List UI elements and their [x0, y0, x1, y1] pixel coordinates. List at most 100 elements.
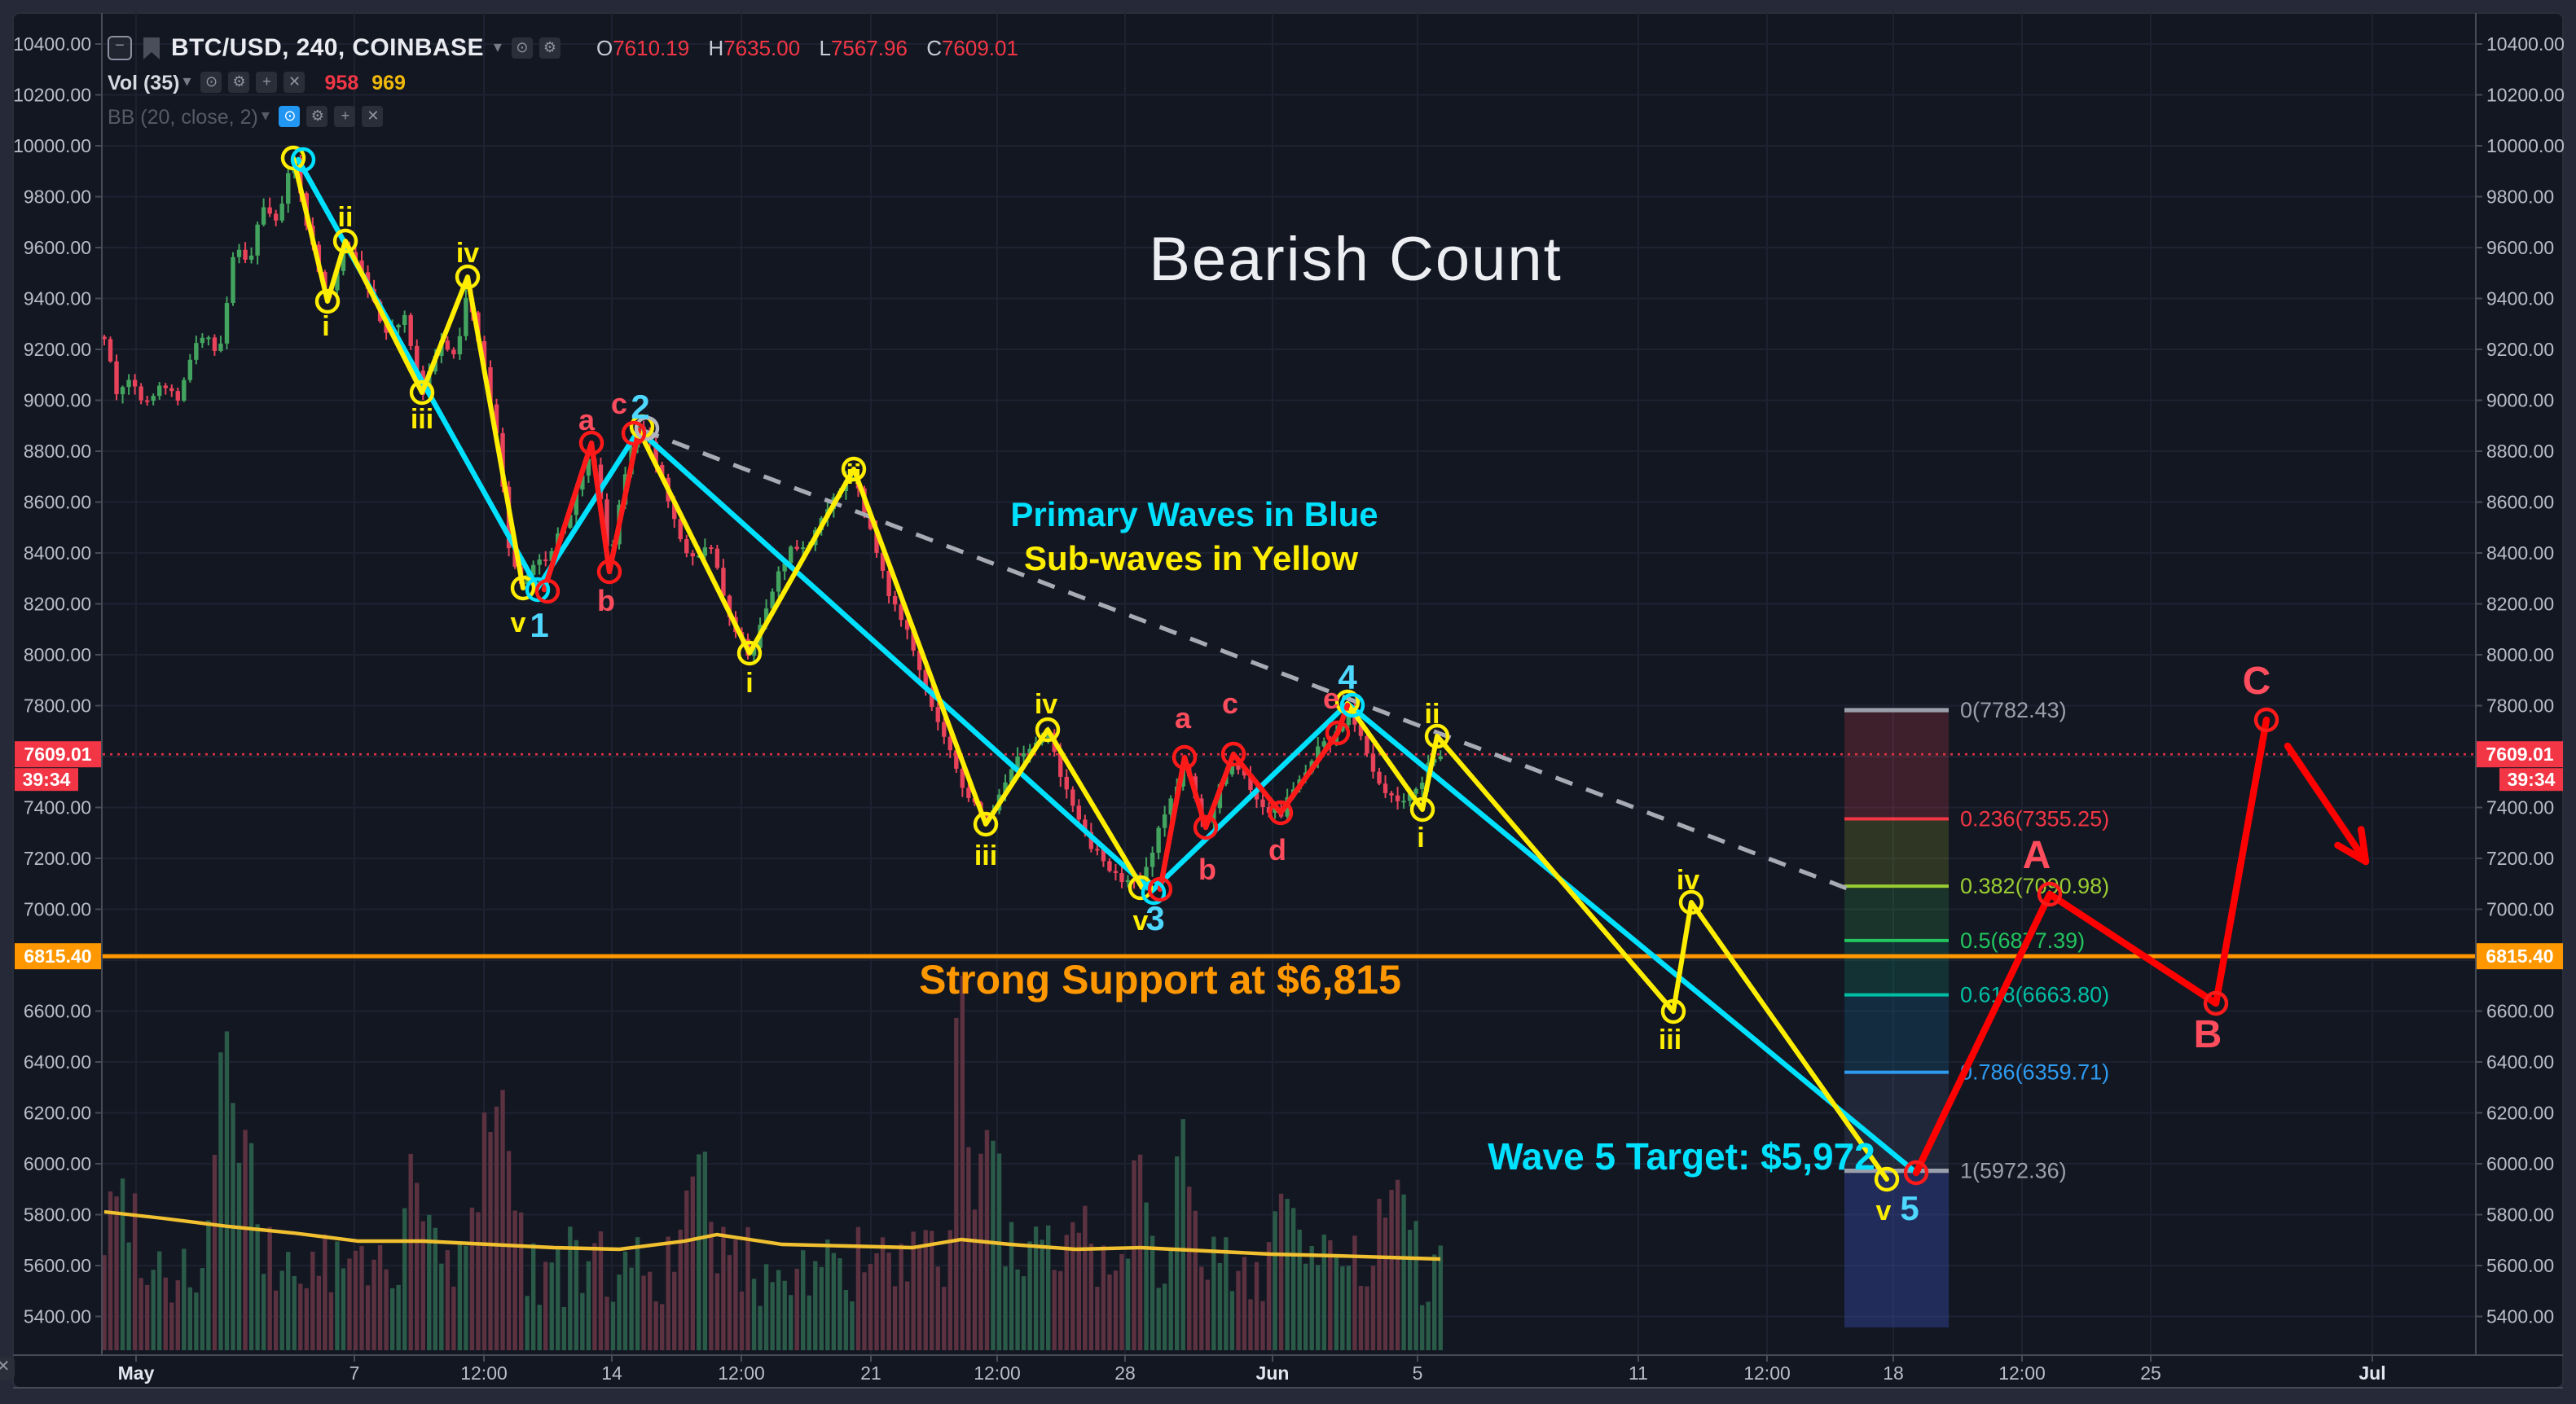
candle-body [690, 553, 696, 557]
countdown-tag-left [15, 768, 78, 792]
chevron-down-icon[interactable]: ▾ [182, 73, 191, 91]
volume-bar [365, 1285, 371, 1350]
candle-body [917, 650, 922, 670]
candle-body [1083, 819, 1088, 832]
volume-indicator-label[interactable]: Vol (35) [108, 71, 180, 94]
legend-symbol-row: − BTC/USD, 240, COINBASE ▾ ⊙ ⚙ O7610.19 … [108, 34, 1574, 62]
bb-indicator-label[interactable]: BB (20, close, 2) [108, 105, 258, 128]
candle-body [702, 547, 708, 556]
candle-body [261, 207, 266, 225]
volume-bar [843, 1289, 849, 1350]
gear-icon[interactable]: ⚙ [306, 106, 328, 127]
volume-bar [267, 1226, 272, 1350]
volume-bar [1352, 1235, 1357, 1350]
volume-bar [506, 1151, 512, 1350]
volume-bar [1432, 1254, 1437, 1350]
eye-icon-active[interactable]: ⊙ [279, 106, 301, 127]
volume-bar [672, 1271, 677, 1350]
eye-icon[interactable]: ⊙ [511, 37, 533, 59]
volume-bar [163, 1277, 168, 1350]
candle-body [1395, 795, 1400, 801]
price-axis-label: 10200.00 [13, 85, 91, 106]
chevron-down-icon[interactable]: ▾ [493, 39, 502, 57]
candle-body [126, 380, 131, 388]
fib-band [1844, 818, 1949, 887]
volume-bar [1027, 1241, 1032, 1350]
fib-band [1844, 886, 1949, 941]
volume-bar [1070, 1222, 1075, 1350]
candle-body [512, 548, 517, 567]
volume-bar [120, 1178, 125, 1350]
gear-icon[interactable]: ⚙ [538, 37, 560, 59]
volume-bar [1168, 1249, 1173, 1350]
candle-body [273, 213, 279, 221]
price-axis-label: 9800.00 [2486, 186, 2554, 208]
candle-body [1070, 789, 1075, 806]
close-icon[interactable]: ✕ [362, 106, 384, 127]
gear-icon[interactable]: ⚙ [228, 72, 250, 93]
candle-body [782, 563, 787, 572]
time-axis-label: 12:00 [460, 1362, 508, 1384]
eye-icon[interactable]: ⊙ [200, 72, 222, 93]
candle-body [604, 499, 609, 546]
wave-label: iv [1677, 865, 1699, 896]
volume-bar [721, 1226, 726, 1350]
price-axis-label: 6200.00 [24, 1103, 91, 1124]
price-axis-label: 5400.00 [24, 1306, 91, 1327]
volume-bar [947, 1230, 953, 1350]
fib-level-label: 0.236(7355.25) [1960, 806, 2109, 831]
candle-body [1321, 741, 1326, 747]
price-tag-left-text: 7609.01 [24, 744, 91, 765]
candle-body [1101, 849, 1106, 862]
candle-body [1389, 792, 1394, 796]
chevron-down-icon[interactable]: ▾ [261, 107, 270, 125]
flag-icon[interactable] [143, 37, 160, 59]
close-icon[interactable]: ✕ [284, 72, 306, 93]
candle-body [206, 337, 211, 340]
price-axis-label: 9200.00 [2486, 339, 2554, 360]
projection-line [1912, 716, 2270, 1177]
price-axis-label: 9200.00 [24, 339, 91, 360]
price-axis-label: 7400.00 [2486, 797, 2554, 818]
volume-bar [776, 1270, 781, 1350]
wave-label: iii [974, 840, 997, 871]
candle-body [598, 464, 604, 500]
candle-body [543, 559, 548, 562]
volume-bar [236, 1162, 242, 1350]
plus-icon[interactable]: + [334, 106, 356, 127]
overlay-lines [103, 428, 2476, 959]
volume-bar [433, 1227, 437, 1350]
collapse-icon[interactable]: − [108, 36, 132, 60]
price-axis-label: 7800.00 [2486, 695, 2554, 717]
plus-icon[interactable]: + [256, 72, 278, 93]
volume-bar [1113, 1270, 1119, 1350]
candle-body [1168, 798, 1173, 815]
candle-body [1248, 775, 1253, 790]
volume-bar [825, 1239, 830, 1350]
volume-bar [659, 1304, 665, 1350]
price-axis-label: 6200.00 [2486, 1103, 2554, 1124]
volume-bar [476, 1212, 481, 1350]
fib-level-label: 0(7782.43) [1960, 698, 2067, 722]
volume-bar [1083, 1205, 1088, 1350]
volume-bar [138, 1278, 143, 1350]
symbol-title[interactable]: BTC/USD, 240, COINBASE [171, 34, 484, 62]
countdown-tag-right-text: 39:34 [2508, 769, 2556, 790]
volume-bar [1328, 1239, 1333, 1350]
volume-bar [923, 1230, 928, 1350]
high-label: H [708, 36, 724, 60]
candle-body [248, 255, 254, 260]
close-icon[interactable]: ✕ [0, 1357, 15, 1380]
candle-body [727, 595, 732, 617]
sub-wave-line-3 [636, 428, 1145, 890]
candle-body [586, 458, 591, 476]
volume-bar [610, 1301, 616, 1350]
pivot-circle-yellow [510, 575, 536, 601]
pivot-circle-yellow [409, 380, 435, 406]
candle-body [770, 591, 775, 609]
time-axis-label: Jun [1256, 1362, 1290, 1384]
legend-volume-row: Vol (35) ▾ ⊙ ⚙ + ✕ 958 969 [108, 68, 1574, 96]
volume-bar [1003, 1266, 1008, 1350]
price-axis-label: 8200.00 [2486, 594, 2554, 615]
